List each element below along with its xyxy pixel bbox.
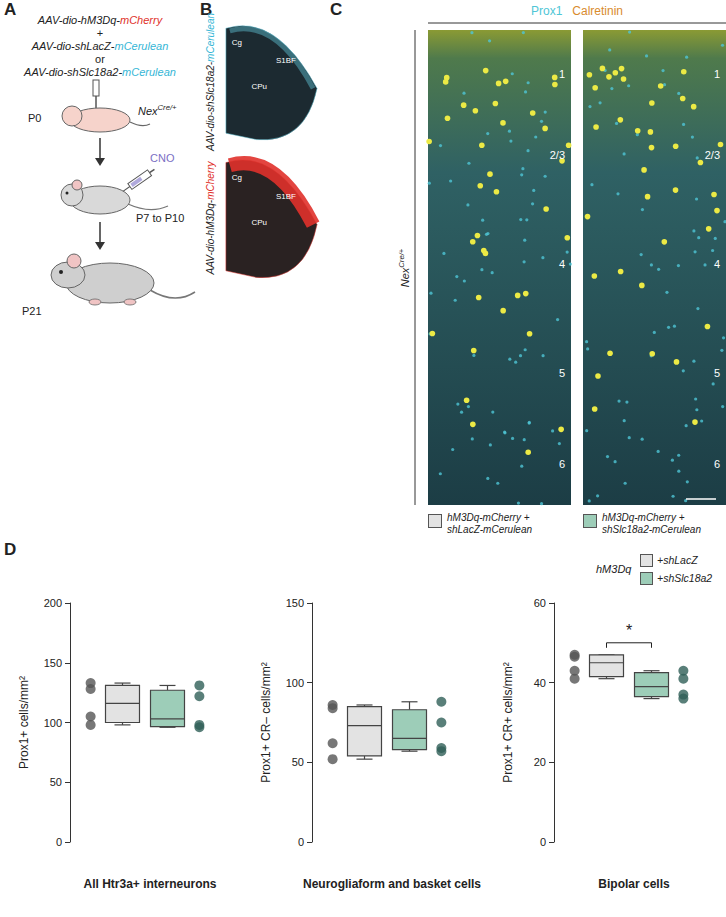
- svg-text:0: 0: [56, 836, 62, 848]
- html-text:AAV-dio-shLacZ- mCerulean: AAV-dio-shLacZ- mCerulean: [31, 40, 169, 52]
- html-text:+shLacZ: +shLacZ: [657, 554, 698, 566]
- html-text:+shSlc18a2: +shSlc18a2: [657, 572, 713, 584]
- html-text:S1BF: S1BF: [275, 191, 296, 201]
- html-text:AAV-dio-shSlc18a2- mCerulean: AAV-dio-shSlc18a2- mCerulean: [24, 66, 176, 78]
- svg-text:100: 100: [44, 717, 62, 729]
- svg-text:0: 0: [540, 836, 546, 848]
- html-text:Cre/+: Cre/+: [397, 248, 407, 268]
- svg-text:Prox1+ cells/mm²: Prox1+ cells/mm²: [17, 676, 31, 769]
- svg-text:50: 50: [292, 756, 304, 768]
- html-text:Nex: Nex: [398, 267, 411, 287]
- svg-text:50: 50: [50, 776, 62, 788]
- svg-text:20: 20: [534, 756, 546, 768]
- svg-text:All Htr3a+ interneurons: All Htr3a+ interneurons: [83, 877, 216, 891]
- html-text:B: B: [200, 0, 213, 19]
- svg-text:0: 0: [298, 836, 304, 848]
- html-text:Calretinin: Calretinin: [572, 4, 623, 18]
- html-text:hM3Dq: hM3Dq: [596, 563, 632, 575]
- html-text:P21: P21: [22, 305, 42, 317]
- html-text:mCherry: mCherry: [204, 161, 216, 200]
- svg-text:Prox1+ CR– cells/mm²: Prox1+ CR– cells/mm²: [259, 662, 273, 782]
- html-text:S1BF: S1BF: [275, 56, 296, 66]
- html-text:6: 6: [558, 457, 565, 470]
- svg-text:150: 150: [286, 597, 304, 609]
- svg-text:40: 40: [534, 677, 546, 689]
- html-text:AAV-dio-hM3Dq- mCherry: AAV-dio-hM3Dq- mCherry: [37, 14, 163, 26]
- html-text:Cg: Cg: [231, 38, 242, 48]
- svg-text:60: 60: [534, 597, 546, 609]
- html-text:CPu: CPu: [251, 218, 267, 227]
- html-text:A: A: [4, 0, 17, 19]
- html-text:CNO: CNO: [150, 152, 175, 164]
- html-text:1: 1: [713, 68, 720, 80]
- html-text:C: C: [330, 0, 343, 19]
- html-text:5: 5: [558, 367, 565, 380]
- html-text:4: 4: [713, 258, 720, 270]
- html-text:AAV-dio-shSlc18a2-: AAV-dio-shSlc18a2-: [204, 61, 216, 151]
- svg-text:Neurogliaform and basket cells: Neurogliaform and basket cells: [303, 877, 481, 891]
- html-text:hM3Dq-mCherry +: hM3Dq-mCherry +: [602, 512, 685, 523]
- html-text:AAV-dio-hM3Dq-: AAV-dio-hM3Dq-: [204, 199, 216, 275]
- html-text:CPu: CPu: [251, 82, 267, 91]
- html-text:Cg: Cg: [231, 173, 242, 183]
- svg-text:150: 150: [44, 657, 62, 669]
- html-text:4: 4: [558, 258, 565, 270]
- html-text:D: D: [4, 540, 17, 559]
- html-text:5: 5: [713, 367, 720, 380]
- html-text:2/3: 2/3: [549, 148, 565, 161]
- html-text:6: 6: [713, 457, 720, 470]
- svg-text:200: 200: [44, 597, 62, 609]
- html-text:mCerulean: mCerulean: [204, 13, 216, 62]
- html-text:P7 to P10: P7 to P10: [136, 212, 185, 224]
- html-text:hM3Dq-mCherry +: hM3Dq-mCherry +: [447, 512, 530, 523]
- html-text:shLacZ-mCerulean: shLacZ-mCerulean: [447, 524, 532, 535]
- html-text:NexCre/+: NexCre/+: [138, 103, 177, 117]
- html-text:Prox1: Prox1: [531, 4, 563, 18]
- html-text:P0: P0: [28, 112, 42, 124]
- svg-text:100: 100: [286, 677, 304, 689]
- html-text:2/3: 2/3: [704, 148, 720, 161]
- svg-text:Bipolar cells: Bipolar cells: [598, 877, 670, 891]
- html-text:shSlc18a2-mCerulean: shSlc18a2-mCerulean: [602, 524, 701, 535]
- svg-text:*: *: [626, 622, 632, 639]
- html-text:or: or: [95, 53, 105, 65]
- html-text:1: 1: [558, 68, 565, 80]
- svg-text:Prox1+ CR+ cells/mm²: Prox1+ CR+ cells/mm²: [501, 662, 515, 783]
